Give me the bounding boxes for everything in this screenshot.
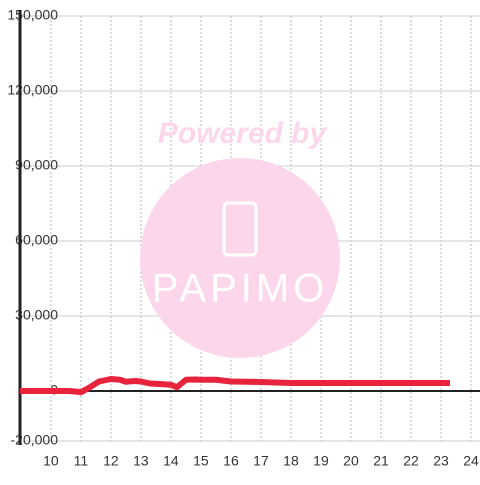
x-tick-label: 20 bbox=[343, 453, 359, 469]
x-tick-label: 24 bbox=[463, 453, 479, 469]
x-tick-label: 19 bbox=[313, 453, 329, 469]
x-tick-label: 13 bbox=[133, 453, 149, 469]
x-tick-label: 15 bbox=[193, 453, 209, 469]
series-line bbox=[20, 376, 450, 396]
y-tick-label: 150,000 bbox=[7, 7, 58, 23]
x-tick-label: 14 bbox=[163, 453, 179, 469]
x-tick-label: 12 bbox=[103, 453, 119, 469]
x-tick-label: 23 bbox=[433, 453, 449, 469]
x-tick-label: 10 bbox=[43, 453, 59, 469]
watermark-caption: Powered by bbox=[158, 117, 328, 150]
x-tick-label: 17 bbox=[253, 453, 269, 469]
y-tick-label: 30,000 bbox=[15, 307, 58, 323]
y-tick-label: 120,000 bbox=[7, 82, 58, 98]
x-tick-label: 11 bbox=[74, 453, 89, 469]
x-tick-label: 18 bbox=[283, 453, 299, 469]
x-tick-label: 22 bbox=[403, 453, 419, 469]
y-tick-label: 90,000 bbox=[15, 157, 58, 173]
watermark-brand: PAPIMO bbox=[152, 267, 329, 311]
x-tick-label: 21 bbox=[373, 453, 389, 469]
x-tick-label: 16 bbox=[223, 453, 239, 469]
watermark-circle bbox=[140, 158, 340, 358]
watermark-phone bbox=[222, 201, 258, 257]
y-tick-label: -20,000 bbox=[11, 432, 59, 448]
y-tick-label: 60,000 bbox=[15, 232, 58, 248]
